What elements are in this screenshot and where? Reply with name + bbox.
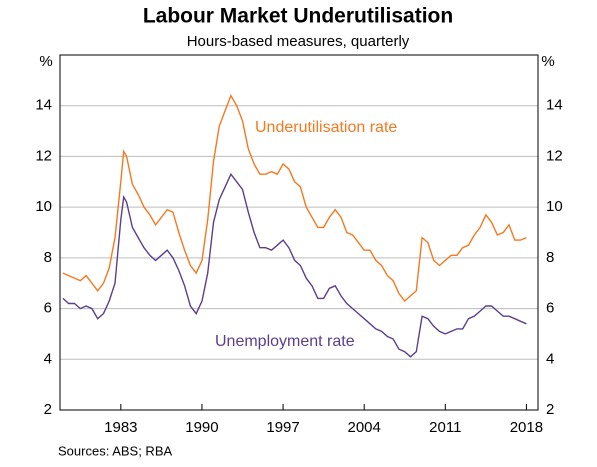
y2-tick-label: 14 — [546, 97, 563, 114]
series-label: Underutilisation rate — [255, 119, 397, 136]
x-tick-label: 1997 — [266, 419, 299, 436]
series-line — [62, 172, 527, 358]
y-tick-label: 12 — [35, 147, 52, 164]
y2-tick-label: 10 — [546, 198, 563, 215]
y2-tick-label: 6 — [546, 300, 554, 317]
y-tick-label: 10 — [35, 198, 52, 215]
y-unit-left: % — [39, 53, 52, 70]
x-tick-label: 2011 — [429, 419, 461, 436]
y2-tick-label: 8 — [546, 249, 554, 266]
plot-frame — [59, 54, 539, 411]
y2-tick-label: 4 — [546, 350, 554, 367]
series-label: Unemployment rate — [215, 333, 355, 350]
y-tick-label: 2 — [44, 401, 52, 418]
y2-tick-label: 2 — [546, 401, 554, 418]
y2-tick-label: 12 — [546, 147, 563, 164]
x-tick-label: 2018 — [510, 419, 543, 436]
y-tick-label: 8 — [44, 249, 52, 266]
y-unit-right: % — [541, 53, 554, 70]
chart-title: Labour Market Underutilisation — [143, 5, 453, 28]
x-tick-label: 1983 — [104, 419, 137, 436]
series-line — [62, 93, 527, 303]
x-tick-label: 1990 — [185, 419, 218, 436]
y-tick-label: 6 — [44, 300, 52, 317]
chart-subtitle: Hours-based measures, quarterly — [187, 33, 410, 50]
source-note: Sources: ABS; RBA — [58, 443, 172, 458]
y-tick-label: 4 — [44, 350, 52, 367]
x-tick-label: 2004 — [347, 419, 380, 436]
y-tick-label: 14 — [35, 97, 52, 114]
